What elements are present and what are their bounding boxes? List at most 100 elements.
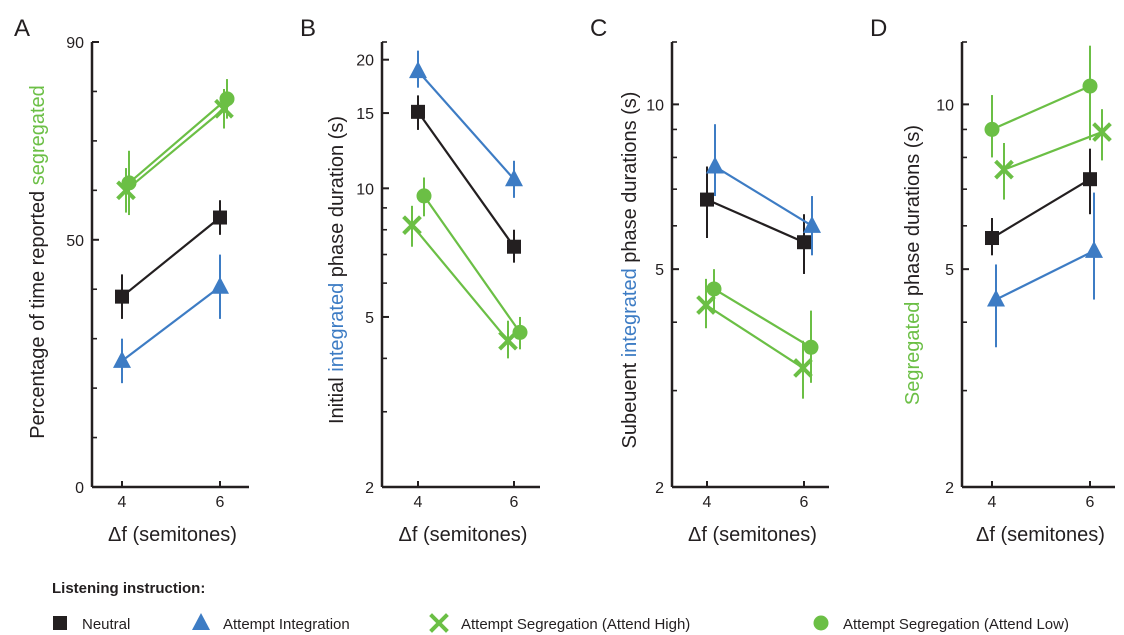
series-line <box>411 224 509 342</box>
y-axis-label-part: phase durations (s) <box>902 125 924 302</box>
x-axis-label: Δf (semitones) <box>399 524 528 546</box>
legend-marker-square <box>53 616 67 630</box>
x-axis-label: Δf (semitones) <box>688 524 817 546</box>
data-point <box>803 215 821 233</box>
data-point <box>115 289 129 304</box>
legend-item: Neutral <box>53 616 130 633</box>
legend-label: Neutral <box>82 616 130 633</box>
y-axis-label: Initial integrated phase duration (s) <box>326 116 348 424</box>
series-triangle <box>113 254 229 384</box>
x-tick-label: 4 <box>118 494 127 511</box>
series-circle <box>121 79 235 216</box>
data-point <box>803 339 819 355</box>
data-point <box>1082 78 1098 94</box>
series-line <box>121 216 221 298</box>
legend-label: Attempt Segregation (Attend Low) <box>843 616 1069 633</box>
data-point <box>505 169 523 187</box>
legend-marker-triangle <box>192 613 210 630</box>
y-axis-label-part: integrated <box>619 268 641 357</box>
data-point <box>211 276 229 294</box>
y-tick-label: 2 <box>655 480 664 497</box>
series-line <box>125 107 225 192</box>
y-tick-label: 50 <box>66 233 84 250</box>
series-line <box>423 195 521 334</box>
legend-item: Attempt Integration <box>192 613 350 633</box>
data-point <box>507 239 521 254</box>
series-line <box>991 85 1091 131</box>
y-axis-label-part: integrated <box>326 283 348 372</box>
series-square <box>115 200 227 319</box>
y-tick-label: 5 <box>655 262 664 279</box>
x-axis-label: Δf (semitones) <box>976 524 1105 546</box>
panel-letter: B <box>300 15 316 42</box>
data-point <box>1083 172 1097 187</box>
y-axis-label-part: Percentage of time reported <box>27 185 49 438</box>
x-tick-label: 4 <box>414 494 423 511</box>
y-axis-label-part: phase durations (s) <box>619 92 641 269</box>
data-point <box>793 358 813 378</box>
series-line <box>714 165 813 227</box>
data-point <box>985 231 999 246</box>
series-line <box>417 70 515 180</box>
y-axis-label-part: phase duration (s) <box>326 116 348 283</box>
y-axis-label: Segregated phase durations (s) <box>902 125 924 405</box>
data-point <box>113 350 131 368</box>
series-triangle <box>987 192 1103 348</box>
series-line <box>128 98 228 184</box>
series-line <box>417 111 515 248</box>
y-tick-label: 0 <box>75 480 84 497</box>
data-point <box>706 156 724 174</box>
data-point <box>219 91 235 107</box>
series-x <box>402 205 518 359</box>
x-tick-label: 6 <box>800 494 809 511</box>
y-tick-label: 10 <box>356 181 374 198</box>
series-line <box>121 285 221 362</box>
y-axis-label-part: segregated <box>27 85 49 185</box>
data-point <box>987 289 1005 307</box>
panel-letter: C <box>590 15 607 42</box>
data-point <box>411 104 425 119</box>
legend: Listening instruction: Neutral Attempt Int… <box>52 580 1069 633</box>
data-point <box>1092 122 1112 142</box>
y-axis-label: Percentage of time reported segregated <box>27 85 49 439</box>
legend-item: Attempt Segregation (Attend Low) <box>813 615 1069 633</box>
panel-letter: A <box>14 15 30 42</box>
y-tick-label: 2 <box>945 480 954 497</box>
legend-label: Attempt Segregation (Attend High) <box>461 616 690 633</box>
x-tick-label: 4 <box>703 494 712 511</box>
data-point <box>984 121 1000 137</box>
panel-letter: D <box>870 15 887 42</box>
y-axis-label: Subeuent integrated phase durations (s) <box>619 92 641 449</box>
data-point <box>706 281 722 297</box>
series-circle <box>706 269 819 383</box>
y-tick-label: 10 <box>646 97 664 114</box>
x-axis-label: Δf (semitones) <box>108 524 237 546</box>
series-line <box>995 249 1095 301</box>
series-square <box>411 95 521 263</box>
series-line <box>1003 131 1103 171</box>
legend-marker-x <box>429 613 449 633</box>
series-x <box>994 109 1112 200</box>
series-triangle <box>409 50 523 198</box>
y-axis-label-part: Subeuent <box>619 357 641 448</box>
legend-item: Attempt Segregation (Attend High) <box>429 613 690 633</box>
panel-c: C 2 5 10 4 6 Δf (semitones) Subeuent integrated… <box>590 15 829 546</box>
series-line <box>991 178 1091 239</box>
data-point <box>1085 240 1103 258</box>
series-circle <box>416 177 528 350</box>
data-point <box>994 159 1014 180</box>
x-tick-label: 6 <box>216 494 225 511</box>
legend-label: Attempt Integration <box>223 616 350 633</box>
data-point <box>700 192 714 207</box>
y-tick-label: 90 <box>66 35 84 52</box>
y-tick-label: 15 <box>356 106 374 123</box>
y-tick-label: 5 <box>365 310 374 327</box>
series-triangle <box>706 124 821 256</box>
x-tick-label: 6 <box>510 494 519 511</box>
series-square <box>985 148 1097 256</box>
legend-marker-circle <box>813 615 829 631</box>
data-point <box>416 188 432 204</box>
data-point <box>402 215 422 235</box>
y-tick-label: 20 <box>356 53 374 70</box>
panel-a: A 0 50 90 4 6 Δf (semitones) Percentage of time… <box>14 15 249 546</box>
